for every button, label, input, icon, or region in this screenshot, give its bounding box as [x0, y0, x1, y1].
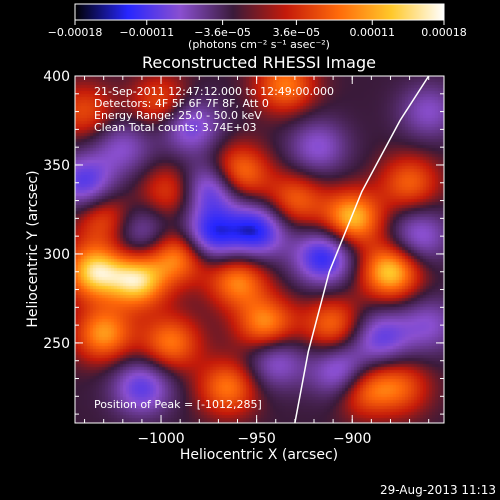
annotation-peak-position: Position of Peak = [-1012,285]: [94, 398, 262, 411]
plot-frame: [74, 75, 445, 424]
chart-title: Reconstructed RHESSI Image: [142, 53, 376, 72]
colorbar-tick-label-4: 0.00011: [350, 26, 396, 39]
solar-limb-curve: [294, 76, 430, 423]
x-tick-label-2: −900: [333, 431, 371, 447]
y-axis-title: Heliocentric Y (arcsec): [25, 170, 41, 327]
y-tick-label-1: 300: [43, 247, 70, 263]
x-tick-label-0: −1000: [137, 431, 184, 447]
colorbar: [74, 3, 445, 21]
heatmap-image: [75, 76, 444, 423]
colorbar-tick-label-5: 0.00018: [421, 26, 467, 39]
annotation-energy-range: Energy Range: 25.0 - 50.0 keV: [94, 109, 262, 122]
colorbar-tick-label-1: −0.00011: [119, 26, 174, 39]
colorbar-tick-label-3: 3.6e−05: [273, 26, 320, 39]
annotation-clean-counts: Clean Total counts: 3.74E+03: [94, 121, 257, 134]
y-tick-label-3: 400: [43, 69, 70, 85]
colorbar-unit-label: (photons cm⁻² s⁻¹ asec⁻²): [188, 38, 330, 51]
annotation-detectors: Detectors: 4F 5F 6F 7F 8F, Att 0: [94, 97, 269, 110]
footer-timestamp: 29-Aug-2013 11:13: [380, 483, 496, 497]
colorbar-ticks: −0.00018 −0.00011 −3.6e−05 3.6e−05 0.00011 0.…: [48, 20, 467, 39]
y-tick-label-2: 350: [43, 158, 70, 174]
axis-ticks: −1000 −950 −900 250 300 350 400: [43, 69, 444, 447]
x-axis-title: Heliocentric X (arcsec): [180, 447, 338, 463]
colorbar-tick-label-0: −0.00018: [48, 26, 103, 39]
colorbar-tick-label-2: −3.6e−05: [194, 26, 251, 39]
x-tick-label-1: −950: [237, 431, 275, 447]
y-tick-label-0: 250: [43, 336, 70, 352]
annotation-time-range: 21-Sep-2011 12:47:12.000 to 12:49:00.000: [94, 85, 334, 98]
